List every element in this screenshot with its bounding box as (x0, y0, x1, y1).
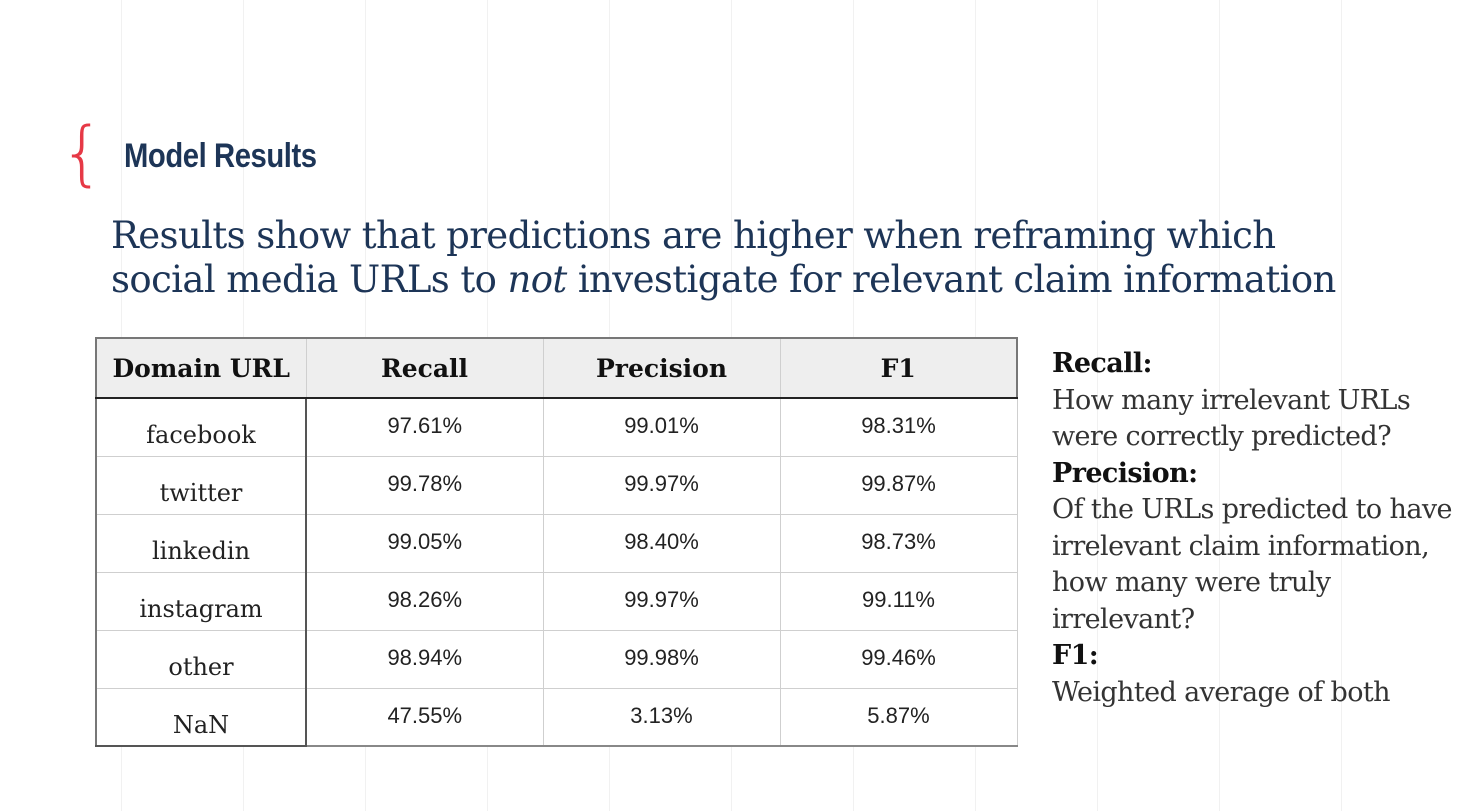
cell-recall: 47.55% (305, 687, 544, 747)
definition-term-recall: Recall: (1052, 348, 1152, 379)
results-table: Domain URL Recall Precision F1 facebook … (95, 337, 1018, 747)
cell-f1: 99.11% (779, 571, 1018, 631)
cell-recall: 97.61% (305, 397, 544, 457)
subtitle-text-part2: investigate for relevant claim informati… (566, 258, 1337, 301)
cell-domain: linkedin (95, 513, 307, 573)
cell-domain: instagram (95, 571, 307, 631)
cell-f1: 5.87% (779, 687, 1018, 747)
definition-desc-precision: Of the URLs predicted to have irrelevant… (1052, 494, 1452, 635)
cell-precision: 98.40% (542, 513, 781, 573)
cell-precision: 3.13% (542, 687, 781, 747)
cell-f1: 98.73% (779, 513, 1018, 573)
slide-subtitle: Results show that predictions are higher… (111, 214, 1361, 302)
cell-domain: twitter (95, 455, 307, 515)
table-row: linkedin 99.05% 98.40% 98.73% (95, 513, 1018, 573)
definition-desc-recall: How many irrelevant URLs were correctly … (1052, 384, 1411, 453)
subtitle-emphasis: not (507, 258, 567, 301)
header-f1: F1 (779, 337, 1018, 399)
cell-domain: facebook (95, 397, 307, 457)
definition-desc-f1: Weighted average of both (1052, 676, 1391, 708)
subtitle-text-part1: Results show that predictions are higher… (111, 214, 1276, 301)
definition-term-precision: Precision: (1052, 457, 1198, 489)
table-row: instagram 98.26% 99.97% 99.11% (95, 571, 1018, 631)
cell-precision: 99.97% (542, 455, 781, 515)
table-row: facebook 97.61% 99.01% 98.31% (95, 397, 1018, 457)
table-row: other 98.94% 99.98% 99.46% (95, 629, 1018, 689)
cell-precision: 99.97% (542, 571, 781, 631)
header-domain-url: Domain URL (95, 337, 307, 399)
cell-recall: 99.78% (305, 455, 544, 515)
table-row: twitter 99.78% 99.97% 99.87% (95, 455, 1018, 515)
cell-domain: other (95, 629, 307, 689)
cell-precision: 99.01% (542, 397, 781, 457)
cell-f1: 99.87% (779, 455, 1018, 515)
header-recall: Recall (305, 337, 544, 399)
cell-domain: NaN (95, 687, 307, 747)
cell-recall: 99.05% (305, 513, 544, 573)
cell-recall: 98.26% (305, 571, 544, 631)
cell-recall: 98.94% (305, 629, 544, 689)
metric-definitions: Recall: How many irrelevant URLs were co… (1052, 346, 1452, 711)
definition-term-f1: F1: (1052, 640, 1099, 671)
slide-title: Model Results (124, 137, 317, 175)
cell-f1: 99.46% (779, 629, 1018, 689)
table-header-row: Domain URL Recall Precision F1 (95, 337, 1018, 399)
cell-precision: 99.98% (542, 629, 781, 689)
left-curly-brace-icon: { (60, 112, 105, 194)
table-row: NaN 47.55% 3.13% 5.87% (95, 687, 1018, 747)
cell-f1: 98.31% (779, 397, 1018, 457)
header-precision: Precision (542, 337, 781, 399)
